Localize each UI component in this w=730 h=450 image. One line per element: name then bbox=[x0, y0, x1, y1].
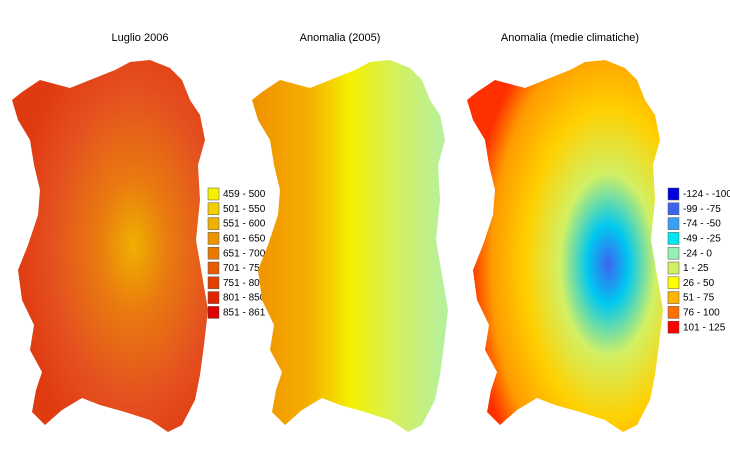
legend-swatch bbox=[207, 232, 220, 245]
panel-title: Anomalia (2005) bbox=[300, 32, 381, 44]
legend-label: -124 - -100 bbox=[683, 189, 730, 200]
island-map bbox=[12, 60, 208, 432]
legend-swatch bbox=[207, 246, 220, 260]
legend-label: 1 - 25 bbox=[683, 263, 709, 274]
legend-label: 51 - 75 bbox=[683, 293, 715, 304]
legend-label: -99 - -75 bbox=[683, 204, 721, 215]
legend-swatch bbox=[667, 202, 680, 216]
island-map bbox=[252, 60, 448, 432]
legend-label: 551 - 600 bbox=[223, 219, 266, 230]
legend-label: 851 - 861 bbox=[223, 308, 266, 319]
legend-label: 801 - 850 bbox=[223, 293, 266, 304]
legend-swatch bbox=[667, 232, 680, 245]
panel-title: Luglio 2006 bbox=[112, 32, 169, 44]
legend-label: -74 - -50 bbox=[683, 219, 721, 230]
legend-label: -24 - 0 bbox=[683, 248, 712, 259]
legend-swatch bbox=[207, 306, 220, 319]
legend-swatch bbox=[207, 217, 220, 230]
legend-label: 601 - 650 bbox=[223, 234, 266, 245]
legend-label: -49 - -25 bbox=[683, 234, 721, 245]
legend-label: 751 - 800 bbox=[223, 278, 266, 289]
legend-swatch bbox=[667, 306, 680, 319]
legend-swatch bbox=[667, 261, 680, 275]
island-map bbox=[467, 60, 663, 432]
legend-label: 76 - 100 bbox=[683, 308, 720, 319]
legend-swatch bbox=[667, 320, 680, 334]
legend-label: 701 - 750 bbox=[223, 263, 266, 274]
legend-label: 651 - 700 bbox=[223, 248, 266, 259]
legend-swatch bbox=[667, 246, 680, 260]
legend-swatch bbox=[667, 291, 680, 304]
map-panel: Anomalia (medie climatiche) -124 - -100 -9… bbox=[467, 32, 730, 432]
legend-label: 26 - 50 bbox=[683, 278, 715, 289]
legend-label: 501 - 550 bbox=[223, 204, 266, 215]
legend-swatch bbox=[667, 217, 680, 230]
legend-swatch bbox=[667, 187, 680, 201]
map-panel: Anomalia (2005) bbox=[252, 32, 448, 432]
panel-title: Anomalia (medie climatiche) bbox=[501, 32, 639, 44]
legend-swatch bbox=[207, 261, 220, 275]
legend-label: 101 - 125 bbox=[683, 322, 726, 333]
legend-swatch bbox=[207, 202, 220, 216]
legend-label: 459 - 500 bbox=[223, 189, 266, 200]
map-panel: Luglio 2006 459 - 500 501 - 550 551 - 600 60… bbox=[12, 32, 266, 432]
legend-swatch bbox=[667, 276, 680, 290]
legend-swatch bbox=[207, 276, 220, 290]
legend-swatch bbox=[207, 187, 220, 201]
legend-swatch bbox=[207, 291, 220, 304]
panels: Luglio 2006 459 - 500 501 - 550 551 - 600 60… bbox=[12, 32, 730, 432]
